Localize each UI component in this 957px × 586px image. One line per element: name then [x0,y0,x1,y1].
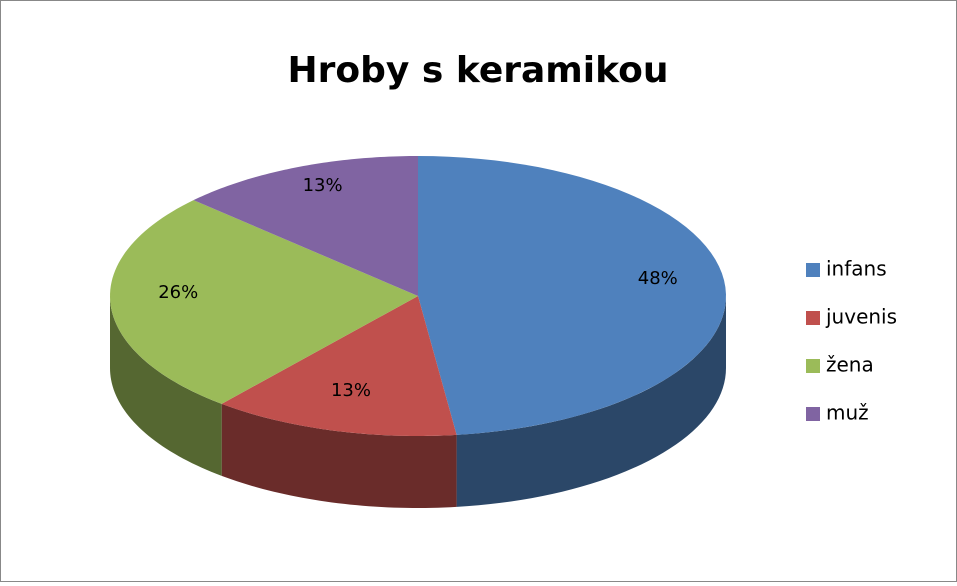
legend-label: juvenis [825,305,897,329]
pie-side [110,296,222,476]
data-label: 48% [638,268,678,289]
data-label: 13% [303,175,343,196]
legend-label: infans [826,257,887,281]
pie-slice [418,156,726,435]
pie-side [456,296,726,507]
legend-swatch [806,311,820,325]
chart-title: Hroby s keramikou [288,50,669,91]
data-label: 13% [331,380,371,401]
legend-label: muž [826,401,869,425]
legend-swatch [806,407,820,421]
pie-slice [193,156,418,296]
legend-label: žena [826,353,874,377]
legend-swatch [806,263,820,277]
pie-slice [110,200,419,404]
data-label: 26% [158,282,198,303]
legend-swatch [806,359,820,373]
pie-side [221,403,457,508]
pie-slice [221,296,457,436]
